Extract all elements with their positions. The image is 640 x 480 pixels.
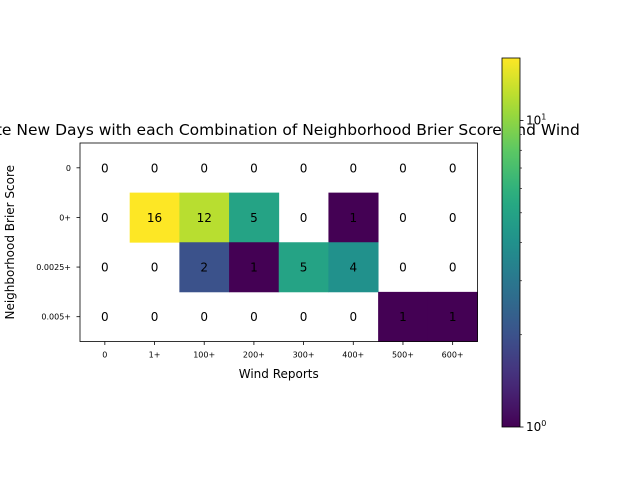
cell-value-label: 0 bbox=[449, 211, 457, 225]
y-tick-label: 0.0025+ bbox=[36, 263, 71, 272]
cell-value-label: 1 bbox=[250, 261, 258, 275]
cell-value-label: 0 bbox=[151, 310, 159, 324]
cell-value-label: 0 bbox=[349, 310, 357, 324]
x-tick-label: 600+ bbox=[442, 351, 464, 360]
chart-title: Late New Days with each Combination of N… bbox=[0, 121, 580, 139]
y-axis-label: Neighborhood Brier Score bbox=[3, 165, 17, 320]
cell-value-label: 0 bbox=[399, 211, 407, 225]
cell-value-label: 5 bbox=[300, 261, 308, 275]
y-tick-label: 0 bbox=[66, 164, 71, 173]
cell-value-label: 16 bbox=[147, 211, 162, 225]
cell-value-label: 0 bbox=[300, 161, 308, 175]
cell-value-label: 1 bbox=[449, 310, 457, 324]
cell-value-label: 0 bbox=[250, 161, 258, 175]
heatmap-cell bbox=[179, 192, 230, 243]
cell-value-label: 0 bbox=[449, 161, 457, 175]
cell-value-label: 0 bbox=[101, 261, 109, 275]
x-tick-label: 0 bbox=[102, 351, 107, 360]
x-tick-label: 1+ bbox=[149, 351, 161, 360]
cell-value-label: 0 bbox=[200, 310, 208, 324]
y-axis-ticks: 0 0+ 0.0025+ 0.005+ bbox=[36, 164, 80, 322]
heatmap-cell bbox=[129, 192, 180, 243]
heatmap-cell bbox=[179, 242, 230, 293]
x-tick-label: 100+ bbox=[193, 351, 215, 360]
cell-value-label: 0 bbox=[250, 310, 258, 324]
cell-value-label: 0 bbox=[399, 161, 407, 175]
cell-value-label: 0 bbox=[101, 161, 109, 175]
cell-value-label: 0 bbox=[200, 161, 208, 175]
cell-value-label: 0 bbox=[349, 161, 357, 175]
heatmap-cell bbox=[328, 192, 379, 243]
heatmap-cell bbox=[278, 242, 329, 293]
cell-value-label: 1 bbox=[349, 211, 357, 225]
y-tick-label: 0.005+ bbox=[41, 313, 71, 322]
colorbar-tick-label: 100 bbox=[526, 419, 546, 434]
heatmap-cell bbox=[378, 291, 429, 342]
heatmap-cells: 0 0 0 0 0 0 0 0 0 16 12 5 0 1 0 0 0 0 2 1 5 4 0 0 0 0 0 0 0 0 1 1 bbox=[101, 161, 478, 342]
heatmap-cell bbox=[229, 192, 280, 243]
cell-value-label: 4 bbox=[349, 261, 357, 275]
heatmap-cell bbox=[328, 242, 379, 293]
plot-area-frame bbox=[79, 142, 478, 342]
heatmap-cell bbox=[427, 291, 478, 342]
colorbar-gradient bbox=[501, 57, 521, 428]
x-tick-label: 300+ bbox=[293, 351, 315, 360]
cell-value-label: 0 bbox=[151, 161, 159, 175]
cell-value-label: 0 bbox=[300, 310, 308, 324]
cell-value-label: 0 bbox=[101, 211, 109, 225]
cell-value-label: 5 bbox=[250, 211, 258, 225]
cell-value-label: 12 bbox=[197, 211, 212, 225]
cell-value-label: 2 bbox=[200, 261, 208, 275]
x-tick-label: 200+ bbox=[243, 351, 265, 360]
cell-value-label: 1 bbox=[399, 310, 407, 324]
cell-value-label: 0 bbox=[300, 211, 308, 225]
x-tick-label: 400+ bbox=[342, 351, 364, 360]
x-axis-ticks: 0 1+ 100+ 200+ 300+ 400+ 500+ 600+ bbox=[102, 341, 464, 360]
cell-value-label: 0 bbox=[399, 261, 407, 275]
cell-value-label: 0 bbox=[151, 261, 159, 275]
x-tick-label: 500+ bbox=[392, 351, 414, 360]
cell-value-label: 0 bbox=[449, 261, 457, 275]
heatmap-cell bbox=[229, 242, 280, 293]
y-tick-label: 0+ bbox=[59, 213, 71, 222]
cell-value-label: 0 bbox=[101, 310, 109, 324]
x-axis-label: Wind Reports bbox=[239, 367, 319, 381]
